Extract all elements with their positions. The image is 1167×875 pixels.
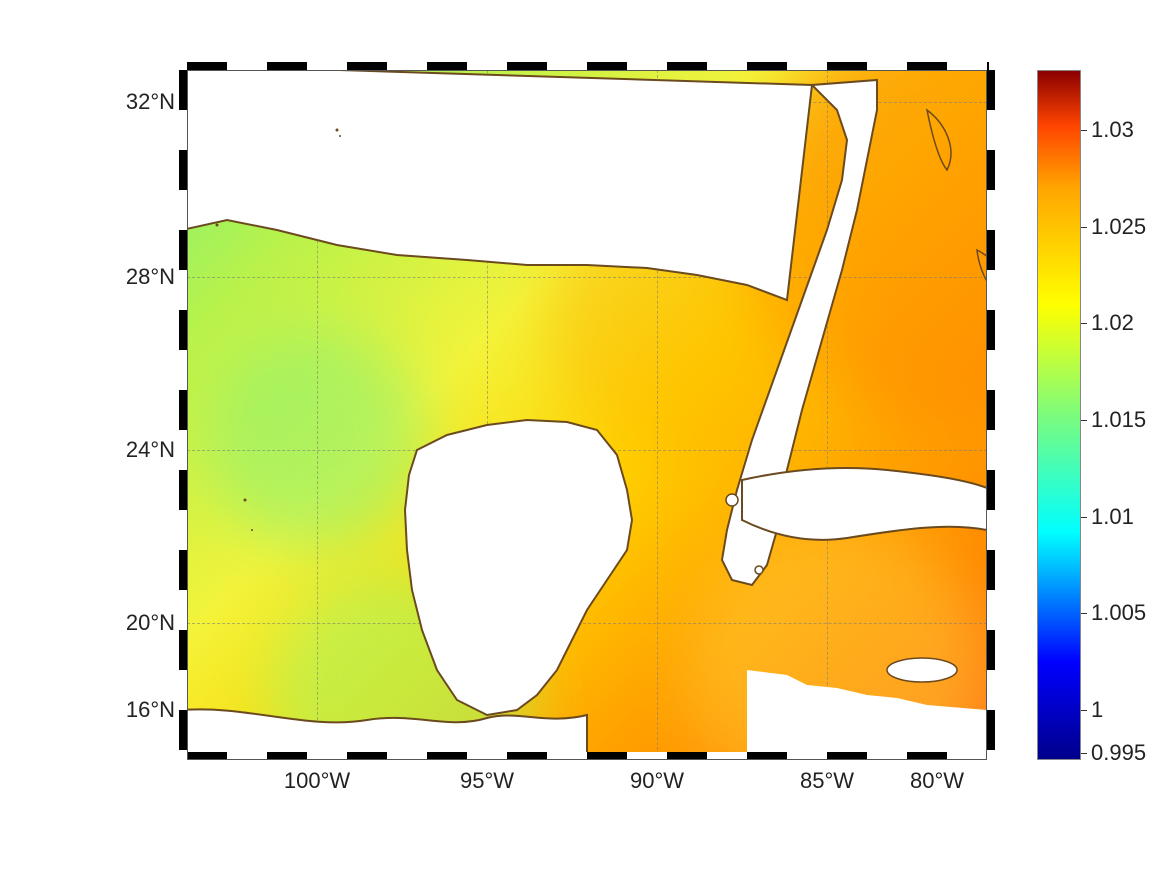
xtick-label-1: 95°W (460, 768, 514, 794)
figure-root: ×10⁵ (0, 0, 1167, 875)
colorbar-tick-2 (1081, 323, 1087, 324)
ytick-label-0: 32°N (126, 89, 175, 115)
colorbar-tick-3 (1081, 420, 1087, 421)
colorbar-ticklabel-3: 1.015 (1091, 407, 1146, 433)
sst-color-field (187, 70, 987, 760)
colorbar-tick-7 (1081, 753, 1087, 754)
frame-border-right (987, 70, 995, 762)
colorbar-tick-1 (1081, 227, 1087, 228)
colorbar-ticklabel-4: 1.01 (1091, 504, 1134, 530)
colorbar-ticklabel-7: 0.995 (1091, 740, 1146, 766)
xtick-label-4: 80°W (910, 768, 964, 794)
colorbar-ticklabel-5: 1.005 (1091, 600, 1146, 626)
colorbar-ticklabel-1: 1.025 (1091, 214, 1146, 240)
colorbar-tick-5 (1081, 613, 1087, 614)
colorbar[interactable]: 1.03 1.025 1.02 1.015 1.01 1.005 1 0.995 (1037, 70, 1081, 760)
xtick-label-0: 100°W (284, 768, 350, 794)
colorbar-tick-6 (1081, 710, 1087, 711)
xtick-label-2: 90°W (630, 768, 684, 794)
colorbar-gradient (1037, 70, 1081, 760)
xtick-label-3: 85°W (800, 768, 854, 794)
colorbar-tick-0 (1081, 130, 1087, 131)
gridlines (187, 70, 987, 760)
colorbar-ticklabel-6: 1 (1091, 697, 1103, 723)
colorbar-tick-4 (1081, 517, 1087, 518)
colorbar-ticklabel-0: 1.03 (1091, 117, 1134, 143)
frame-border-left (179, 70, 187, 762)
ytick-label-1: 28°N (126, 264, 175, 290)
ytick-label-4: 16°N (126, 697, 175, 723)
frame-border-top (187, 62, 989, 70)
frame-border-bottom (187, 752, 989, 760)
colorbar-ticklabel-2: 1.02 (1091, 310, 1134, 336)
ytick-label-2: 24°N (126, 437, 175, 463)
ytick-label-3: 20°N (126, 610, 175, 636)
